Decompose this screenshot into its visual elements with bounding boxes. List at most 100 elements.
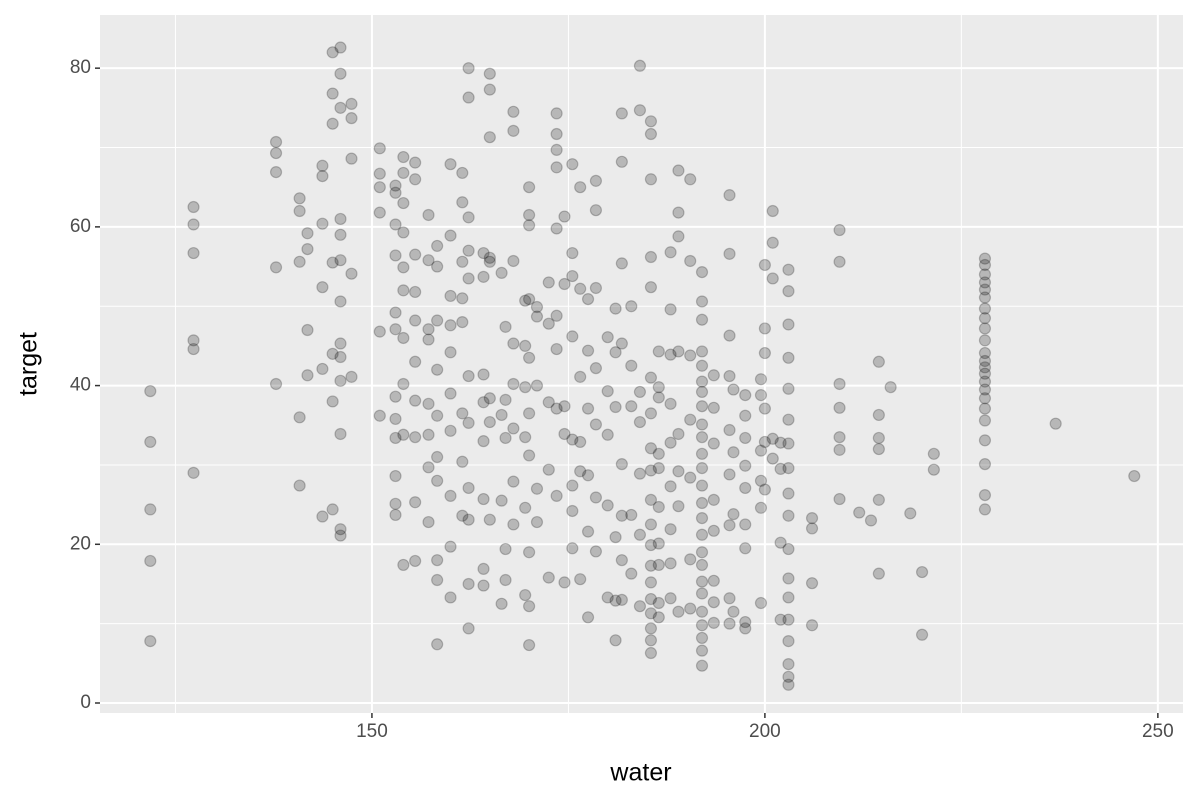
point <box>373 181 386 194</box>
point <box>444 346 457 359</box>
point <box>927 463 940 476</box>
point <box>550 222 563 235</box>
x-tick-label: 150 <box>356 721 388 742</box>
point <box>664 557 677 570</box>
point <box>978 434 992 447</box>
point <box>558 277 571 291</box>
point <box>409 496 422 509</box>
point <box>566 158 579 171</box>
point <box>695 512 709 525</box>
x-tick-label: 200 <box>749 721 781 742</box>
point <box>707 616 720 629</box>
point <box>431 450 444 464</box>
point <box>695 619 709 632</box>
point <box>664 348 677 361</box>
point <box>422 428 435 441</box>
point <box>530 515 544 529</box>
point <box>739 518 752 531</box>
point <box>519 588 532 602</box>
point <box>754 474 768 487</box>
point <box>477 368 490 381</box>
point <box>558 576 571 589</box>
point <box>581 402 595 415</box>
point <box>523 449 536 462</box>
point <box>373 167 386 180</box>
point <box>758 402 771 415</box>
point <box>695 528 709 541</box>
point <box>782 351 795 364</box>
point <box>927 447 940 460</box>
point <box>507 254 520 268</box>
point <box>144 435 157 449</box>
point <box>615 107 628 120</box>
point <box>409 285 422 299</box>
point <box>652 345 665 358</box>
point <box>774 536 787 549</box>
point <box>462 416 475 429</box>
point <box>695 575 709 588</box>
point <box>462 211 475 224</box>
point <box>774 462 787 476</box>
point <box>389 306 402 319</box>
point <box>144 503 157 516</box>
point <box>707 574 720 587</box>
point <box>499 573 512 587</box>
point <box>615 337 628 350</box>
point <box>754 373 768 386</box>
point <box>269 135 283 149</box>
point <box>397 377 410 391</box>
point <box>550 402 563 415</box>
point <box>574 282 587 295</box>
point <box>782 462 795 475</box>
point <box>758 483 771 496</box>
point <box>978 268 992 281</box>
point <box>495 266 508 280</box>
point <box>345 370 358 383</box>
point <box>739 622 752 635</box>
point <box>782 285 795 298</box>
point <box>601 428 614 441</box>
point <box>633 600 647 613</box>
point <box>566 479 579 492</box>
point <box>754 444 768 457</box>
point <box>422 461 435 474</box>
point <box>978 361 992 374</box>
point <box>644 634 658 647</box>
point <box>409 554 422 568</box>
point <box>456 292 469 305</box>
point <box>431 409 444 422</box>
point <box>695 431 709 444</box>
point <box>422 208 435 222</box>
point <box>672 206 685 219</box>
point <box>644 538 658 552</box>
point <box>695 345 709 358</box>
point <box>144 385 157 398</box>
point <box>519 501 532 514</box>
point <box>723 189 736 202</box>
point <box>644 607 658 620</box>
x-axis-title: water <box>609 759 671 787</box>
point <box>187 218 200 231</box>
point <box>644 646 658 660</box>
point <box>723 423 736 437</box>
point <box>723 519 736 532</box>
point <box>782 263 795 276</box>
point <box>574 370 587 383</box>
point <box>884 381 897 394</box>
point <box>782 542 795 556</box>
point <box>633 104 647 117</box>
point <box>389 323 402 336</box>
point <box>397 166 410 180</box>
point <box>723 329 736 342</box>
point <box>187 466 200 479</box>
point <box>542 317 555 330</box>
point <box>589 545 603 558</box>
point <box>695 418 709 431</box>
point <box>558 210 571 223</box>
point <box>483 415 496 429</box>
point <box>707 369 720 382</box>
point <box>672 427 685 441</box>
point <box>293 255 306 268</box>
point <box>644 173 658 186</box>
point <box>782 487 795 500</box>
